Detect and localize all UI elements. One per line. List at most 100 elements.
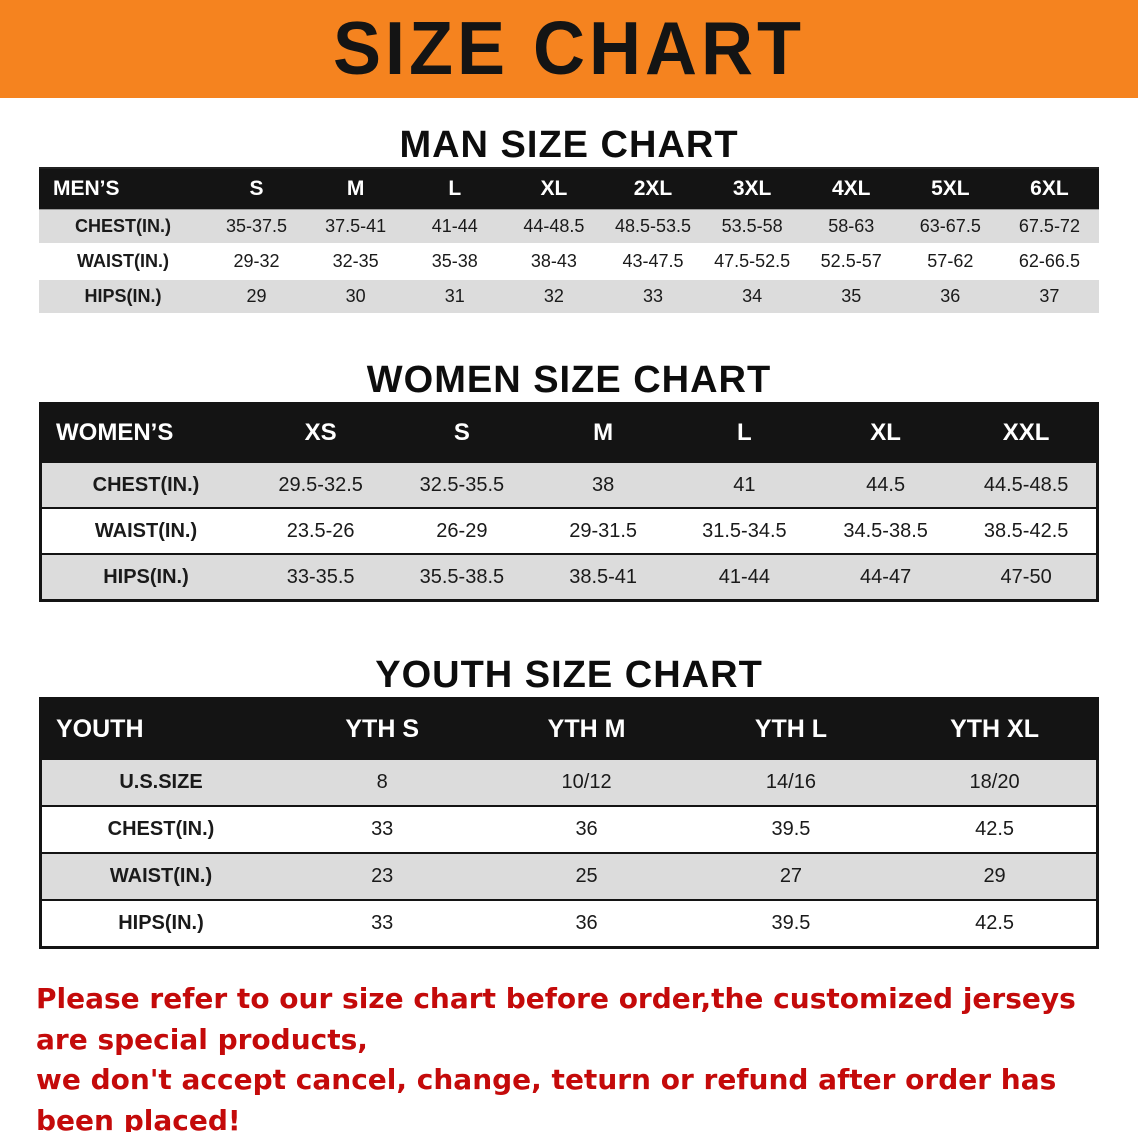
table-header-cell: WOMEN’S	[40, 403, 250, 462]
table-header-cell: M	[306, 168, 406, 210]
table-header-row: YOUTH YTH S YTH M YTH L YTH XL	[40, 698, 1098, 759]
table-header-cell: YTH XL	[893, 698, 1098, 759]
table-cell: 44-48.5	[504, 209, 604, 245]
table-header-cell: 4XL	[801, 168, 901, 210]
table-cell: WAIST(IN.)	[40, 507, 250, 554]
table-cell: 27	[688, 852, 894, 900]
table-cell: 31.5-34.5	[673, 507, 815, 554]
table-cell: CHEST(IN.)	[40, 461, 250, 508]
table-cell: 33-35.5	[250, 553, 392, 601]
table-cell: 25	[484, 852, 689, 900]
disclaimer-line-2: we don't accept cancel, change, teturn o…	[36, 1063, 1057, 1132]
table-cell: 67.5-72	[999, 209, 1099, 245]
disclaimer-note: Please refer to our size chart before or…	[36, 979, 1102, 1132]
table-cell: 14/16	[688, 758, 894, 806]
table-cell: 63-67.5	[900, 209, 1000, 245]
table-cell: 36	[484, 805, 689, 853]
table-cell: 32-35	[306, 243, 406, 280]
table-cell: 23.5-26	[250, 507, 392, 554]
table-header-cell: L	[673, 403, 815, 462]
table-cell: 8	[280, 758, 485, 806]
table-row: CHEST(IN.) 29.5-32.5 32.5-35.5 38 41 44.5 44.5…	[40, 461, 1098, 508]
table-header-cell: M	[532, 403, 674, 462]
table-cell: 37.5-41	[306, 209, 406, 245]
table-cell: 33	[280, 805, 485, 853]
table-row: WAIST(IN.) 23 25 27 29	[40, 852, 1098, 900]
table-header-cell: 6XL	[999, 168, 1099, 210]
table-cell: 53.5-58	[702, 209, 802, 245]
table-cell: CHEST(IN.)	[40, 805, 280, 853]
table-cell: 39.5	[688, 899, 894, 948]
table-cell: 58-63	[801, 209, 901, 245]
table-header-cell: XS	[250, 403, 392, 462]
table-cell: 43-47.5	[603, 243, 703, 280]
table-cell: 31	[405, 278, 505, 315]
table-cell: 23	[280, 852, 485, 900]
table-header-row: WOMEN’S XS S M L XL XXL	[40, 403, 1098, 462]
women-size-table: WOMEN’S XS S M L XL XXL CHEST(IN.) 29.5-32.5 32.5…	[39, 402, 1099, 602]
table-cell: 47.5-52.5	[702, 243, 802, 280]
table-cell: 39.5	[688, 805, 894, 853]
table-header-cell: 2XL	[603, 168, 703, 210]
table-cell: 42.5	[893, 899, 1098, 948]
disclaimer-line-1: Please refer to our size chart before or…	[36, 982, 1076, 1056]
table-cell: 29.5-32.5	[250, 461, 392, 508]
table-cell: 36	[484, 899, 689, 948]
table-cell: 32	[504, 278, 604, 315]
table-header-cell: YOUTH	[40, 698, 280, 759]
table-row: CHEST(IN.) 33 36 39.5 42.5	[40, 805, 1098, 853]
table-cell: HIPS(IN.)	[40, 899, 280, 948]
table-cell: 57-62	[900, 243, 1000, 280]
table-cell: 41	[673, 461, 815, 508]
table-header-cell: XL	[815, 403, 957, 462]
table-cell: HIPS(IN.)	[39, 278, 207, 315]
table-row: HIPS(IN.) 29 30 31 32 33 34 35 36 37	[39, 278, 1099, 315]
table-cell: 33	[603, 278, 703, 315]
table-header-cell: L	[405, 168, 505, 210]
table-header-cell: MEN’S	[39, 168, 207, 210]
table-cell: 35.5-38.5	[391, 553, 533, 601]
table-cell: 30	[306, 278, 406, 315]
table-header-cell: S	[391, 403, 533, 462]
table-cell: 62-66.5	[999, 243, 1099, 280]
men-size-table: MEN’S S M L XL 2XL 3XL 4XL 5XL 6XL CHEST(IN.) 35-37…	[39, 167, 1099, 315]
table-cell: 48.5-53.5	[603, 209, 703, 245]
table-cell: U.S.SIZE	[40, 758, 280, 806]
table-cell: 35	[801, 278, 901, 315]
table-cell: 29-31.5	[532, 507, 674, 554]
table-cell: 38	[532, 461, 674, 508]
table-cell: 38-43	[504, 243, 604, 280]
table-row: WAIST(IN.) 29-32 32-35 35-38 38-43 43-47.5 47.…	[39, 243, 1099, 280]
table-cell: 34	[702, 278, 802, 315]
table-row: WAIST(IN.) 23.5-26 26-29 29-31.5 31.5-34.5 34…	[40, 507, 1098, 554]
table-cell: 10/12	[484, 758, 689, 806]
table-cell: WAIST(IN.)	[39, 243, 207, 280]
table-header-cell: YTH L	[688, 698, 894, 759]
banner: SIZE CHART	[0, 0, 1138, 98]
table-cell: 44-47	[815, 553, 957, 601]
table-cell: 35-38	[405, 243, 505, 280]
table-cell: 44.5	[815, 461, 957, 508]
table-cell: 42.5	[893, 805, 1098, 853]
table-header-cell: 5XL	[900, 168, 1000, 210]
table-header-cell: 3XL	[702, 168, 802, 210]
table-row: HIPS(IN.) 33-35.5 35.5-38.5 38.5-41 41-44 44-…	[40, 553, 1098, 601]
youth-size-table: YOUTH YTH S YTH M YTH L YTH XL U.S.SIZE 8 10/12…	[39, 697, 1099, 949]
table-cell: 36	[900, 278, 1000, 315]
table-cell: 44.5-48.5	[956, 461, 1098, 508]
table-cell: 47-50	[956, 553, 1098, 601]
man-size-chart-title: MAN SIZE CHART	[399, 124, 739, 166]
page-title: SIZE CHART	[333, 7, 805, 92]
table-cell: WAIST(IN.)	[40, 852, 280, 900]
table-cell: 29	[207, 278, 307, 315]
table-cell: 38.5-42.5	[956, 507, 1098, 554]
youth-size-chart-title: YOUTH SIZE CHART	[375, 654, 763, 696]
table-cell: 35-37.5	[207, 209, 307, 245]
table-row: CHEST(IN.) 35-37.5 37.5-41 41-44 44-48.5 48.5…	[39, 209, 1099, 245]
table-cell: 38.5-41	[532, 553, 674, 601]
table-cell: CHEST(IN.)	[39, 209, 207, 245]
table-cell: 41-44	[405, 209, 505, 245]
table-header-cell: YTH M	[484, 698, 689, 759]
table-header-cell: XXL	[956, 403, 1098, 462]
